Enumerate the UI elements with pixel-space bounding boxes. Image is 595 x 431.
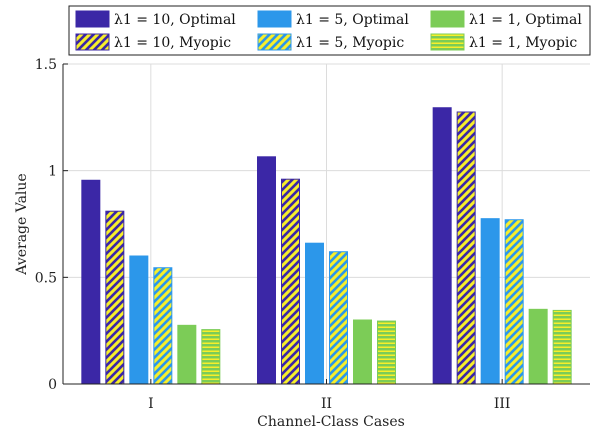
x-tick-label: III: [494, 396, 511, 412]
y-axis-label: Average Value: [14, 173, 30, 275]
bar-II-5-optimal: λ1 = 5, Optimal: 0.66: [305, 242, 324, 385]
bar-III-10-optimal: λ1 = 10, Optimal: 1.295: [432, 107, 452, 385]
y-tick-label: 0: [48, 377, 57, 393]
legend-swatch: [257, 10, 292, 28]
legend: λ1 = 10, Optimal λ1 = 5, Optimal λ1 = 1, O…: [68, 5, 591, 56]
bar-I-1-myopic: λ1 = 1, Myopic: 0.255: [201, 329, 221, 385]
legend-entry-label: λ1 = 10, Myopic: [114, 35, 231, 51]
y-tick-label: 1.5: [35, 57, 57, 73]
legend-entry-label: λ1 = 5, Myopic: [296, 35, 404, 51]
bar-III-5-myopic: λ1 = 5, Myopic: 0.77: [504, 219, 524, 385]
x-tick-label: I: [148, 396, 154, 412]
bar-III-1-optimal: λ1 = 1, Optimal: 0.35: [528, 308, 548, 385]
bar-II-10-optimal: λ1 = 10, Optimal: 1.065: [257, 156, 276, 385]
bar-I-1-optimal: λ1 = 1, Optimal: 0.275: [177, 324, 197, 385]
y-tick-label: 0.5: [35, 270, 57, 286]
bar-III-1-myopic: λ1 = 1, Myopic: 0.345: [552, 309, 572, 385]
x-axis-label: Channel-Class Cases: [257, 414, 405, 430]
legend-entry-label: λ1 = 10, Optimal: [114, 12, 236, 28]
bar-II-1-myopic: λ1 = 1, Myopic: 0.295: [377, 320, 396, 385]
legend-swatch: [257, 33, 292, 51]
legend-entry-label: λ1 = 1, Optimal: [469, 12, 582, 28]
axes: [62, 63, 590, 385]
bar-II-1-optimal: λ1 = 1, Optimal: 0.3: [353, 319, 372, 385]
bar-I-10-optimal: λ1 = 10, Optimal: 0.955: [81, 179, 101, 385]
legend-entry-label: λ1 = 5, Optimal: [296, 12, 409, 28]
legend-swatch: [430, 10, 465, 28]
y-tick-label: 1: [48, 164, 57, 180]
bar-III-10-myopic: λ1 = 10, Myopic: 1.275: [456, 111, 476, 385]
bar-I-10-myopic: λ1 = 10, Myopic: 0.81: [105, 210, 125, 385]
bar-I-5-optimal: λ1 = 5, Optimal: 0.6: [129, 255, 149, 385]
x-tick-labels: I II III: [148, 396, 510, 412]
legend-swatch: [430, 33, 465, 51]
legend-swatch: [75, 10, 110, 28]
bar-I-5-myopic: λ1 = 5, Myopic: 0.545: [153, 267, 173, 385]
legend-box: [68, 5, 591, 56]
bar-III-5-optimal: λ1 = 5, Optimal: 0.775: [480, 218, 500, 385]
y-tick-labels: 0 0.5 1 1.5: [35, 57, 57, 393]
bar-II-10-myopic: λ1 = 10, Myopic: 0.96: [281, 178, 300, 385]
x-tick-label: II: [321, 396, 332, 412]
legend-entry-label: λ1 = 1, Myopic: [469, 35, 577, 51]
legend-swatch: [75, 33, 110, 51]
bars: λ1 = 10, Optimal: 0.955λ1 = 10, Myopic: …: [81, 107, 572, 385]
bar-II-5-myopic: λ1 = 5, Myopic: 0.62: [329, 251, 348, 385]
